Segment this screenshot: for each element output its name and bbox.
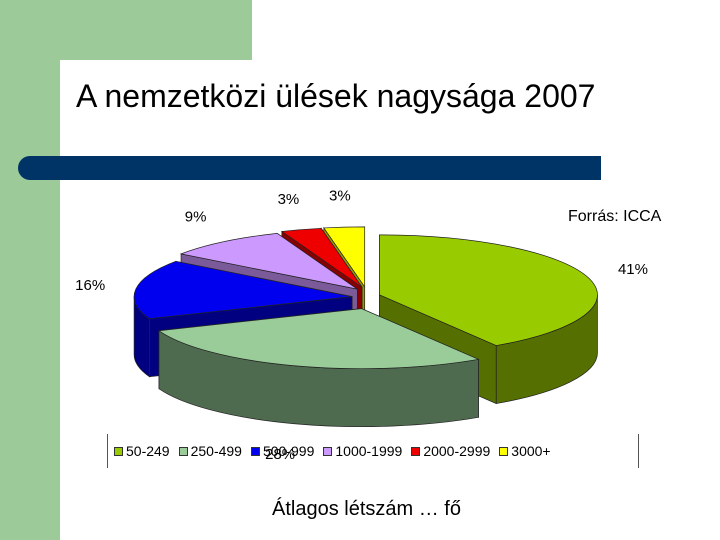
top-accent-block [60, 0, 252, 60]
legend-label: 250-499 [190, 443, 242, 459]
legend-swatch [114, 446, 123, 456]
pie-slice-50-249 [379, 234, 598, 346]
slide-title: A nemzetközi ülések nagysága 2007 [76, 78, 596, 114]
legend-item-1000-1999: 1000-1999 [323, 443, 402, 459]
source-note: Forrás: ICCA [568, 208, 662, 225]
legend-label: 1000-1999 [335, 443, 403, 459]
legend-item-2000-2999: 2000-2999 [411, 443, 490, 459]
legend-swatch [178, 446, 188, 456]
pie-slice-250-499 [158, 308, 480, 369]
legend-swatch [323, 446, 333, 456]
value-label-50-249: 41% [618, 261, 648, 278]
pie-slice-1000-1999 [179, 233, 358, 290]
pie-slice-500-999 [133, 260, 353, 320]
value-label-500-999: 16% [75, 277, 105, 294]
legend-item-500-999: 500-999 [250, 443, 315, 459]
legend-item-3000: 3000+ [499, 443, 551, 459]
value-label-250-499: 28% [265, 446, 295, 463]
value-label-2000-2999: 3% [278, 191, 300, 208]
legend-label: 2000-2999 [423, 443, 491, 459]
legend-swatch [499, 446, 509, 456]
chart-caption: Átlagos létszám … fő [272, 498, 461, 520]
legend-swatch [250, 446, 260, 456]
value-label-1000-1999: 9% [185, 208, 207, 225]
pie-slice-3000 [323, 226, 366, 288]
legend-label: 50-249 [126, 443, 170, 459]
legend-label: 3000+ [511, 443, 551, 459]
legend-label: 500-999 [262, 443, 315, 459]
pie-slice-2000-2999 [280, 227, 363, 288]
legend-item-50-249: 50-249 [114, 443, 170, 459]
chart-legend: 50-249 250-499 500-999 1000-1999 2000-2999 30… [107, 434, 639, 468]
legend-swatch [411, 446, 421, 456]
title-underline-bar [18, 156, 601, 180]
legend-item-250-499: 250-499 [178, 443, 242, 459]
value-label-3000: 3% [329, 187, 351, 204]
left-accent-bar [0, 0, 60, 540]
